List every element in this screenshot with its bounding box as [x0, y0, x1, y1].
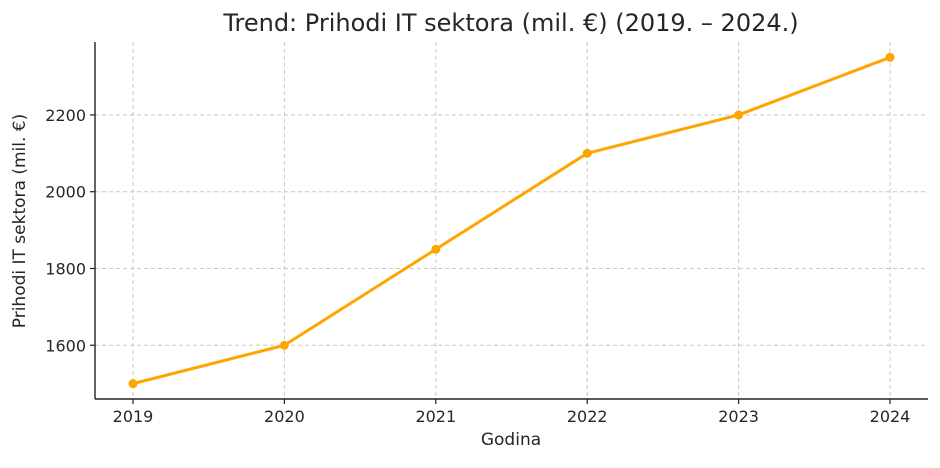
x-tick-label: 2019: [113, 407, 154, 426]
y-tick-label: 1600: [45, 336, 86, 355]
x-tick-label: 2021: [415, 407, 456, 426]
data-point: [279, 340, 289, 350]
series: [128, 52, 895, 389]
y-tick-label: 2000: [45, 183, 86, 202]
x-tick-label: 2022: [567, 407, 608, 426]
y-tick-label: 2200: [45, 106, 86, 125]
data-point: [128, 379, 138, 389]
x-ticks: 2019 2020 2021 2022 2023 2024: [113, 399, 911, 426]
y-tick-label: 1800: [45, 259, 86, 278]
y-axis-label: Prihodi IT sektora (mil. €): [10, 114, 30, 329]
axes: [94, 42, 928, 400]
y-ticks: 1600 1800 2000 2200: [45, 106, 95, 355]
x-tick-label: 2020: [264, 407, 305, 426]
chart-title: Trend: Prihodi IT sektora (mil. €) (2019…: [222, 9, 798, 37]
x-tick-label: 2024: [870, 407, 911, 426]
data-point: [885, 52, 895, 62]
data-point: [582, 148, 592, 158]
data-point: [734, 110, 744, 120]
data-point: [431, 244, 441, 254]
x-tick-label: 2023: [718, 407, 759, 426]
series-line: [131, 55, 892, 386]
grid: [95, 42, 928, 399]
x-axis-label: Godina: [481, 430, 541, 450]
